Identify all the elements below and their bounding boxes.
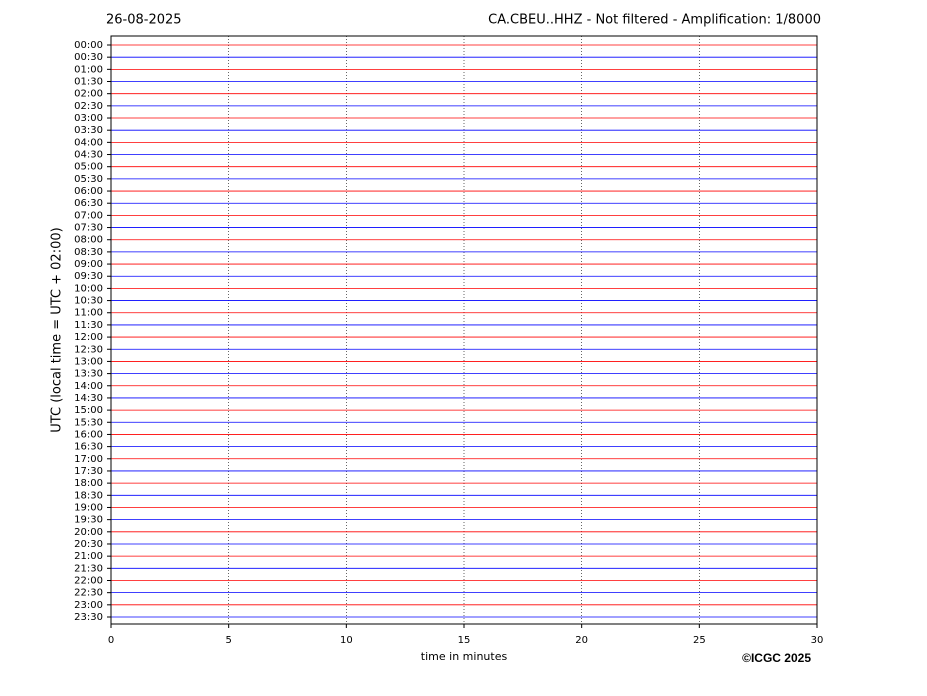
y-tick-label: 04:00 [74, 137, 103, 148]
y-tick-label: 14:30 [74, 393, 103, 404]
y-tick-label: 01:00 [74, 64, 103, 75]
y-tick-label: 06:00 [74, 186, 103, 197]
date: 26-08-2025 [106, 13, 182, 28]
y-tick-label: 13:30 [74, 369, 103, 380]
y-tick-label: 05:00 [74, 162, 103, 173]
x-tick-label: 20 [575, 635, 588, 646]
y-tick-label: 09:00 [74, 259, 103, 270]
y-tick-label: 15:30 [74, 417, 103, 428]
y-tick-label: 20:30 [74, 539, 103, 550]
chart-title: CA.CBEU..HHZ - Not filtered - Amplificat… [488, 13, 821, 28]
y-tick-label: 20:00 [74, 527, 103, 538]
y-tick-label: 10:30 [74, 296, 103, 307]
y-tick-label: 03:30 [74, 125, 103, 136]
y-tick-label: 09:30 [74, 271, 103, 282]
y-tick-label: 03:00 [74, 113, 103, 124]
x-tick-label: 25 [693, 635, 706, 646]
plot-frame [110, 35, 818, 625]
y-tick-label: 17:30 [74, 466, 103, 477]
y-tick-label: 22:30 [74, 588, 103, 599]
x-tick-label: 0 [108, 635, 114, 646]
y-tick-label: 15:00 [74, 405, 103, 416]
x-tick-label: 15 [458, 635, 471, 646]
y-tick-label: 01:30 [74, 77, 103, 88]
y-tick-label: 07:30 [74, 223, 103, 234]
x-axis-label: time in minutes [421, 650, 508, 663]
x-tick-label: 5 [225, 635, 231, 646]
y-tick-label: 05:30 [74, 174, 103, 185]
y-tick-label: 00:30 [74, 52, 103, 63]
y-tick-label: 18:30 [74, 490, 103, 501]
y-tick-label: 08:00 [74, 235, 103, 246]
y-tick-label: 11:00 [74, 308, 103, 319]
y-tick-label: 19:00 [74, 502, 103, 513]
y-tick-label: 22:00 [74, 575, 103, 586]
y-tick-label: 11:30 [74, 320, 103, 331]
y-tick-label: 12:30 [74, 344, 103, 355]
y-tick-label: 13:00 [74, 356, 103, 367]
y-tick-label: 00:00 [74, 40, 103, 51]
y-tick-label: 17:00 [74, 454, 103, 465]
y-tick-label: 18:00 [74, 478, 103, 489]
y-tick-label: 19:30 [74, 515, 103, 526]
y-tick-label: 06:30 [74, 198, 103, 209]
y-tick-label: 02:30 [74, 101, 103, 112]
y-tick-label: 07:00 [74, 210, 103, 221]
x-tick-label: 10 [340, 635, 353, 646]
y-tick-label: 21:00 [74, 551, 103, 562]
y-tick-label: 08:30 [74, 247, 103, 258]
y-axis-label: UTC (local time = UTC + 02:00) [50, 227, 65, 432]
y-tick-label: 16:30 [74, 442, 103, 453]
y-tick-label: 16:00 [74, 429, 103, 440]
y-tick-label: 14:00 [74, 381, 103, 392]
y-tick-label: 21:30 [74, 563, 103, 574]
y-tick-label: 02:00 [74, 89, 103, 100]
y-tick-label: 23:00 [74, 600, 103, 611]
y-tick-label: 10:00 [74, 283, 103, 294]
y-tick-label: 04:30 [74, 150, 103, 161]
x-tick-label: 30 [811, 635, 824, 646]
credit: ©ICGC 2025 [742, 651, 811, 665]
y-tick-label: 23:30 [74, 612, 103, 623]
y-tick-label: 12:00 [74, 332, 103, 343]
